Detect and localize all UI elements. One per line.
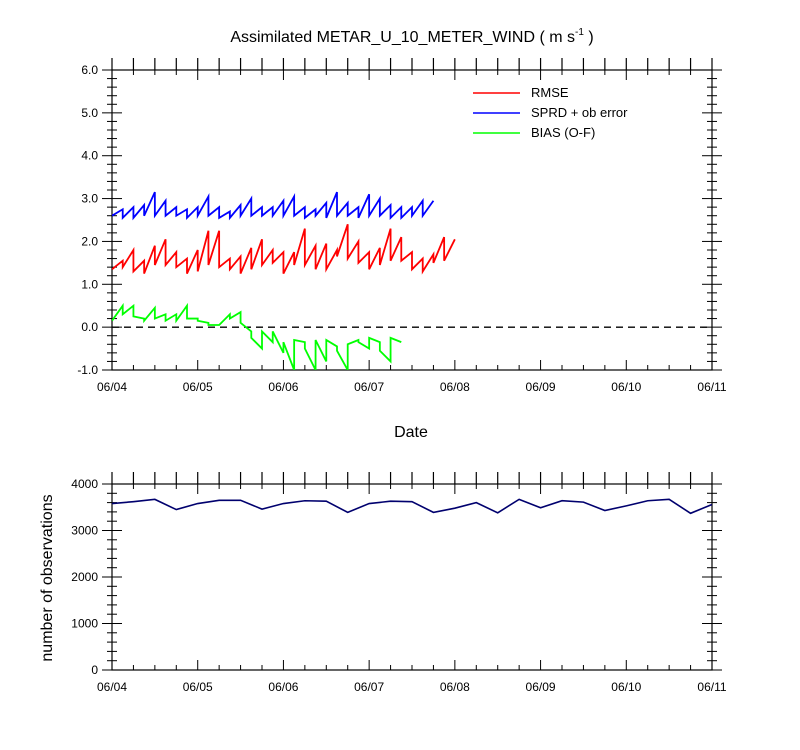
y-tick-label: 5.0 [81,106,98,120]
x-tick-label: 06/11 [697,680,726,694]
x-tick-label: 06/08 [440,380,470,394]
y-tick-label: 2000 [71,570,98,584]
x-tick-label: 06/05 [183,680,213,694]
y-tick-label: 6.0 [81,63,98,77]
y-axis-title: number of observations [39,494,56,661]
bottom-plot: 06/04 06/05 06/06 06/07 06/08 06/09 06/10 06/11… [71,472,727,694]
legend-label: SPRD + ob error [531,105,628,120]
y-tick-label: 0 [91,663,98,677]
series-line-series-0 [112,498,712,515]
series-line-bias-o-f [112,302,402,370]
x-tick-label: 06/10 [611,680,641,694]
series-line-rmse [112,224,456,275]
x-tick-label: 06/09 [526,680,556,694]
y-tick-label: 2.0 [81,234,98,248]
x-tick-label: 06/09 [526,380,556,394]
y-tick-label: 4000 [71,477,98,491]
chart-title-suffix: ) [584,29,594,46]
series-line-sprd-ob-error [112,191,435,221]
y-tick-label: 4.0 [81,149,98,163]
chart-title: Assimilated METAR_U_10_METER_WIND ( m s-… [230,27,593,46]
chart-title-superscript: -1 [575,27,584,38]
y-tick-label: 1000 [71,617,98,631]
x-tick-label: 06/04 [97,680,127,694]
legend-label: BIAS (O-F) [531,125,595,140]
x-tick-label: 06/06 [268,680,298,694]
chart-title-main: Assimilated METAR_U_10_METER_WIND ( m s [230,29,575,46]
x-tick-label: 06/07 [354,380,384,394]
y-tick-label: 0.0 [81,320,98,334]
y-tick-label: 3.0 [81,192,98,206]
x-tick-label: 06/10 [611,380,641,394]
x-tick-label: 06/05 [183,380,213,394]
x-axis-title: Date [394,424,428,441]
top-plot: 06/04 06/05 06/06 06/07 06/08 06/09 06/10 06/11… [77,58,727,394]
x-tick-label: 06/04 [97,380,127,394]
x-tick-label: 06/07 [354,680,384,694]
x-tick-label: 06/08 [440,680,470,694]
legend-label: RMSE [531,85,569,100]
y-tick-label: -1.0 [77,363,98,377]
x-tick-label: 06/11 [697,380,726,394]
plot-frame [111,483,713,671]
y-tick-label: 1.0 [81,277,98,291]
x-tick-label: 06/06 [268,380,298,394]
y-tick-label: 3000 [71,524,98,538]
